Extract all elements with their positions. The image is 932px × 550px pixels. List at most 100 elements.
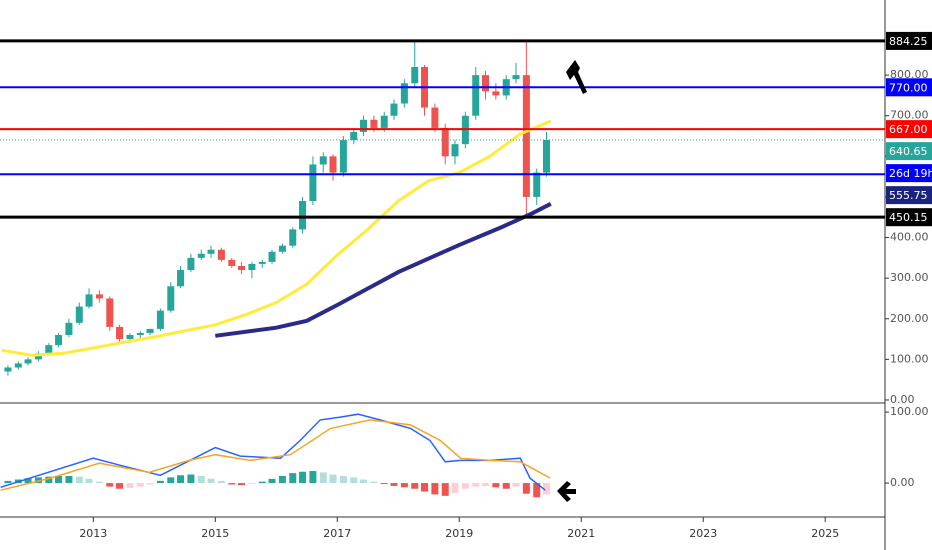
candle-body xyxy=(207,249,215,254)
candle-body xyxy=(268,251,276,262)
candle-body xyxy=(492,91,500,96)
histogram-bar xyxy=(197,475,205,484)
candle-body xyxy=(289,229,297,246)
candle-body xyxy=(258,261,266,264)
histogram-bar xyxy=(421,483,429,492)
candle-body xyxy=(45,345,53,354)
histogram-bar xyxy=(258,481,266,484)
histogram-bar xyxy=(339,475,347,484)
candle-body xyxy=(116,326,124,340)
histogram-bar xyxy=(146,483,154,485)
y-tick-label: 200.00 xyxy=(890,312,929,325)
candle-body xyxy=(390,103,398,116)
x-tick-label: 2025 xyxy=(811,527,839,540)
y-tick-label: 100.00 xyxy=(890,352,929,365)
histogram-bar xyxy=(492,483,500,488)
x-tick-label: 2015 xyxy=(201,527,229,540)
histogram-bar xyxy=(360,479,368,484)
histogram-bar xyxy=(167,477,175,484)
candle-body xyxy=(431,107,439,128)
price-label-box xyxy=(886,31,932,50)
x-tick-label: 2019 xyxy=(445,527,473,540)
candle-body xyxy=(542,139,550,173)
histogram-bar xyxy=(156,480,164,484)
histogram-bar xyxy=(136,483,144,487)
candle-body xyxy=(106,298,114,327)
histogram-bar xyxy=(238,483,246,486)
candle-body xyxy=(65,322,73,335)
histogram-bar xyxy=(542,483,550,495)
candle-body xyxy=(85,294,93,307)
candle-body xyxy=(319,156,327,165)
histogram-bar xyxy=(441,483,449,496)
candle-body xyxy=(24,359,32,364)
price-label-box xyxy=(886,164,932,183)
candle-body xyxy=(278,245,286,252)
histogram-bar xyxy=(400,483,408,488)
price-label: 640.65 xyxy=(889,145,928,158)
candle-body xyxy=(55,335,63,346)
candle-body xyxy=(400,83,408,104)
histogram-bar xyxy=(481,483,489,486)
candle-body xyxy=(187,257,195,271)
x-tick-label: 2017 xyxy=(323,527,351,540)
price-label: 667.00 xyxy=(889,123,928,136)
candle-body xyxy=(339,140,347,173)
histogram-bar xyxy=(248,483,256,485)
price-label: 884.25 xyxy=(889,35,928,48)
y-tick-label: 0.00 xyxy=(890,393,915,406)
indicator-line xyxy=(0,419,551,491)
candle-body xyxy=(299,201,307,230)
candle-body xyxy=(217,249,225,260)
histogram-bar xyxy=(75,476,83,484)
histogram-bar xyxy=(472,483,480,487)
histogram-bar xyxy=(278,475,286,484)
candle-body xyxy=(441,127,449,157)
histogram-bar xyxy=(411,483,419,489)
histogram-bar xyxy=(370,481,378,484)
candle-body xyxy=(411,67,419,84)
histogram-bar xyxy=(512,483,520,487)
candle-body xyxy=(522,75,530,197)
candle-body xyxy=(14,363,22,368)
candle-body xyxy=(197,253,205,258)
candle-body xyxy=(177,270,185,287)
plot: 2013 2015 2017 2019 2021 2023 20250.00100.0020… xyxy=(0,40,929,540)
histogram-bar xyxy=(34,477,42,484)
y-tick-label: 800.00 xyxy=(890,68,929,81)
candle-body xyxy=(126,335,134,340)
histogram-bar xyxy=(380,483,388,485)
histogram-bar xyxy=(431,483,439,495)
y-tick-label: 100.00 xyxy=(890,405,929,418)
price-label: 26d 19h xyxy=(889,167,932,180)
candle-body xyxy=(370,119,378,128)
y-tick-label: 400.00 xyxy=(890,231,929,244)
moving-average xyxy=(1,119,552,357)
histogram-bar xyxy=(522,483,530,494)
price-label-box xyxy=(886,208,932,227)
price-label-box xyxy=(886,120,932,139)
candle-body xyxy=(156,310,164,329)
histogram-bar xyxy=(502,483,510,489)
y-tick-label: 300.00 xyxy=(890,271,929,284)
histogram-bar xyxy=(217,480,225,484)
candle-body xyxy=(146,328,154,333)
histogram-bar xyxy=(187,474,195,484)
arrow-annotation xyxy=(566,60,587,94)
histogram-bar xyxy=(65,475,73,484)
candle-body xyxy=(136,332,144,335)
histogram-bar xyxy=(451,483,459,493)
price-label: 450.15 xyxy=(889,211,928,224)
candle-body xyxy=(228,259,236,266)
candle-body xyxy=(75,306,83,323)
histogram-bar xyxy=(319,472,327,484)
histogram-bar xyxy=(4,480,12,484)
candle-body xyxy=(4,367,12,372)
candle-body xyxy=(167,286,175,311)
histogram-bar xyxy=(95,481,103,484)
price-label: 770.00 xyxy=(889,81,928,94)
candle-body xyxy=(329,156,337,173)
histogram-bar xyxy=(85,478,93,484)
candle-body xyxy=(472,75,480,116)
